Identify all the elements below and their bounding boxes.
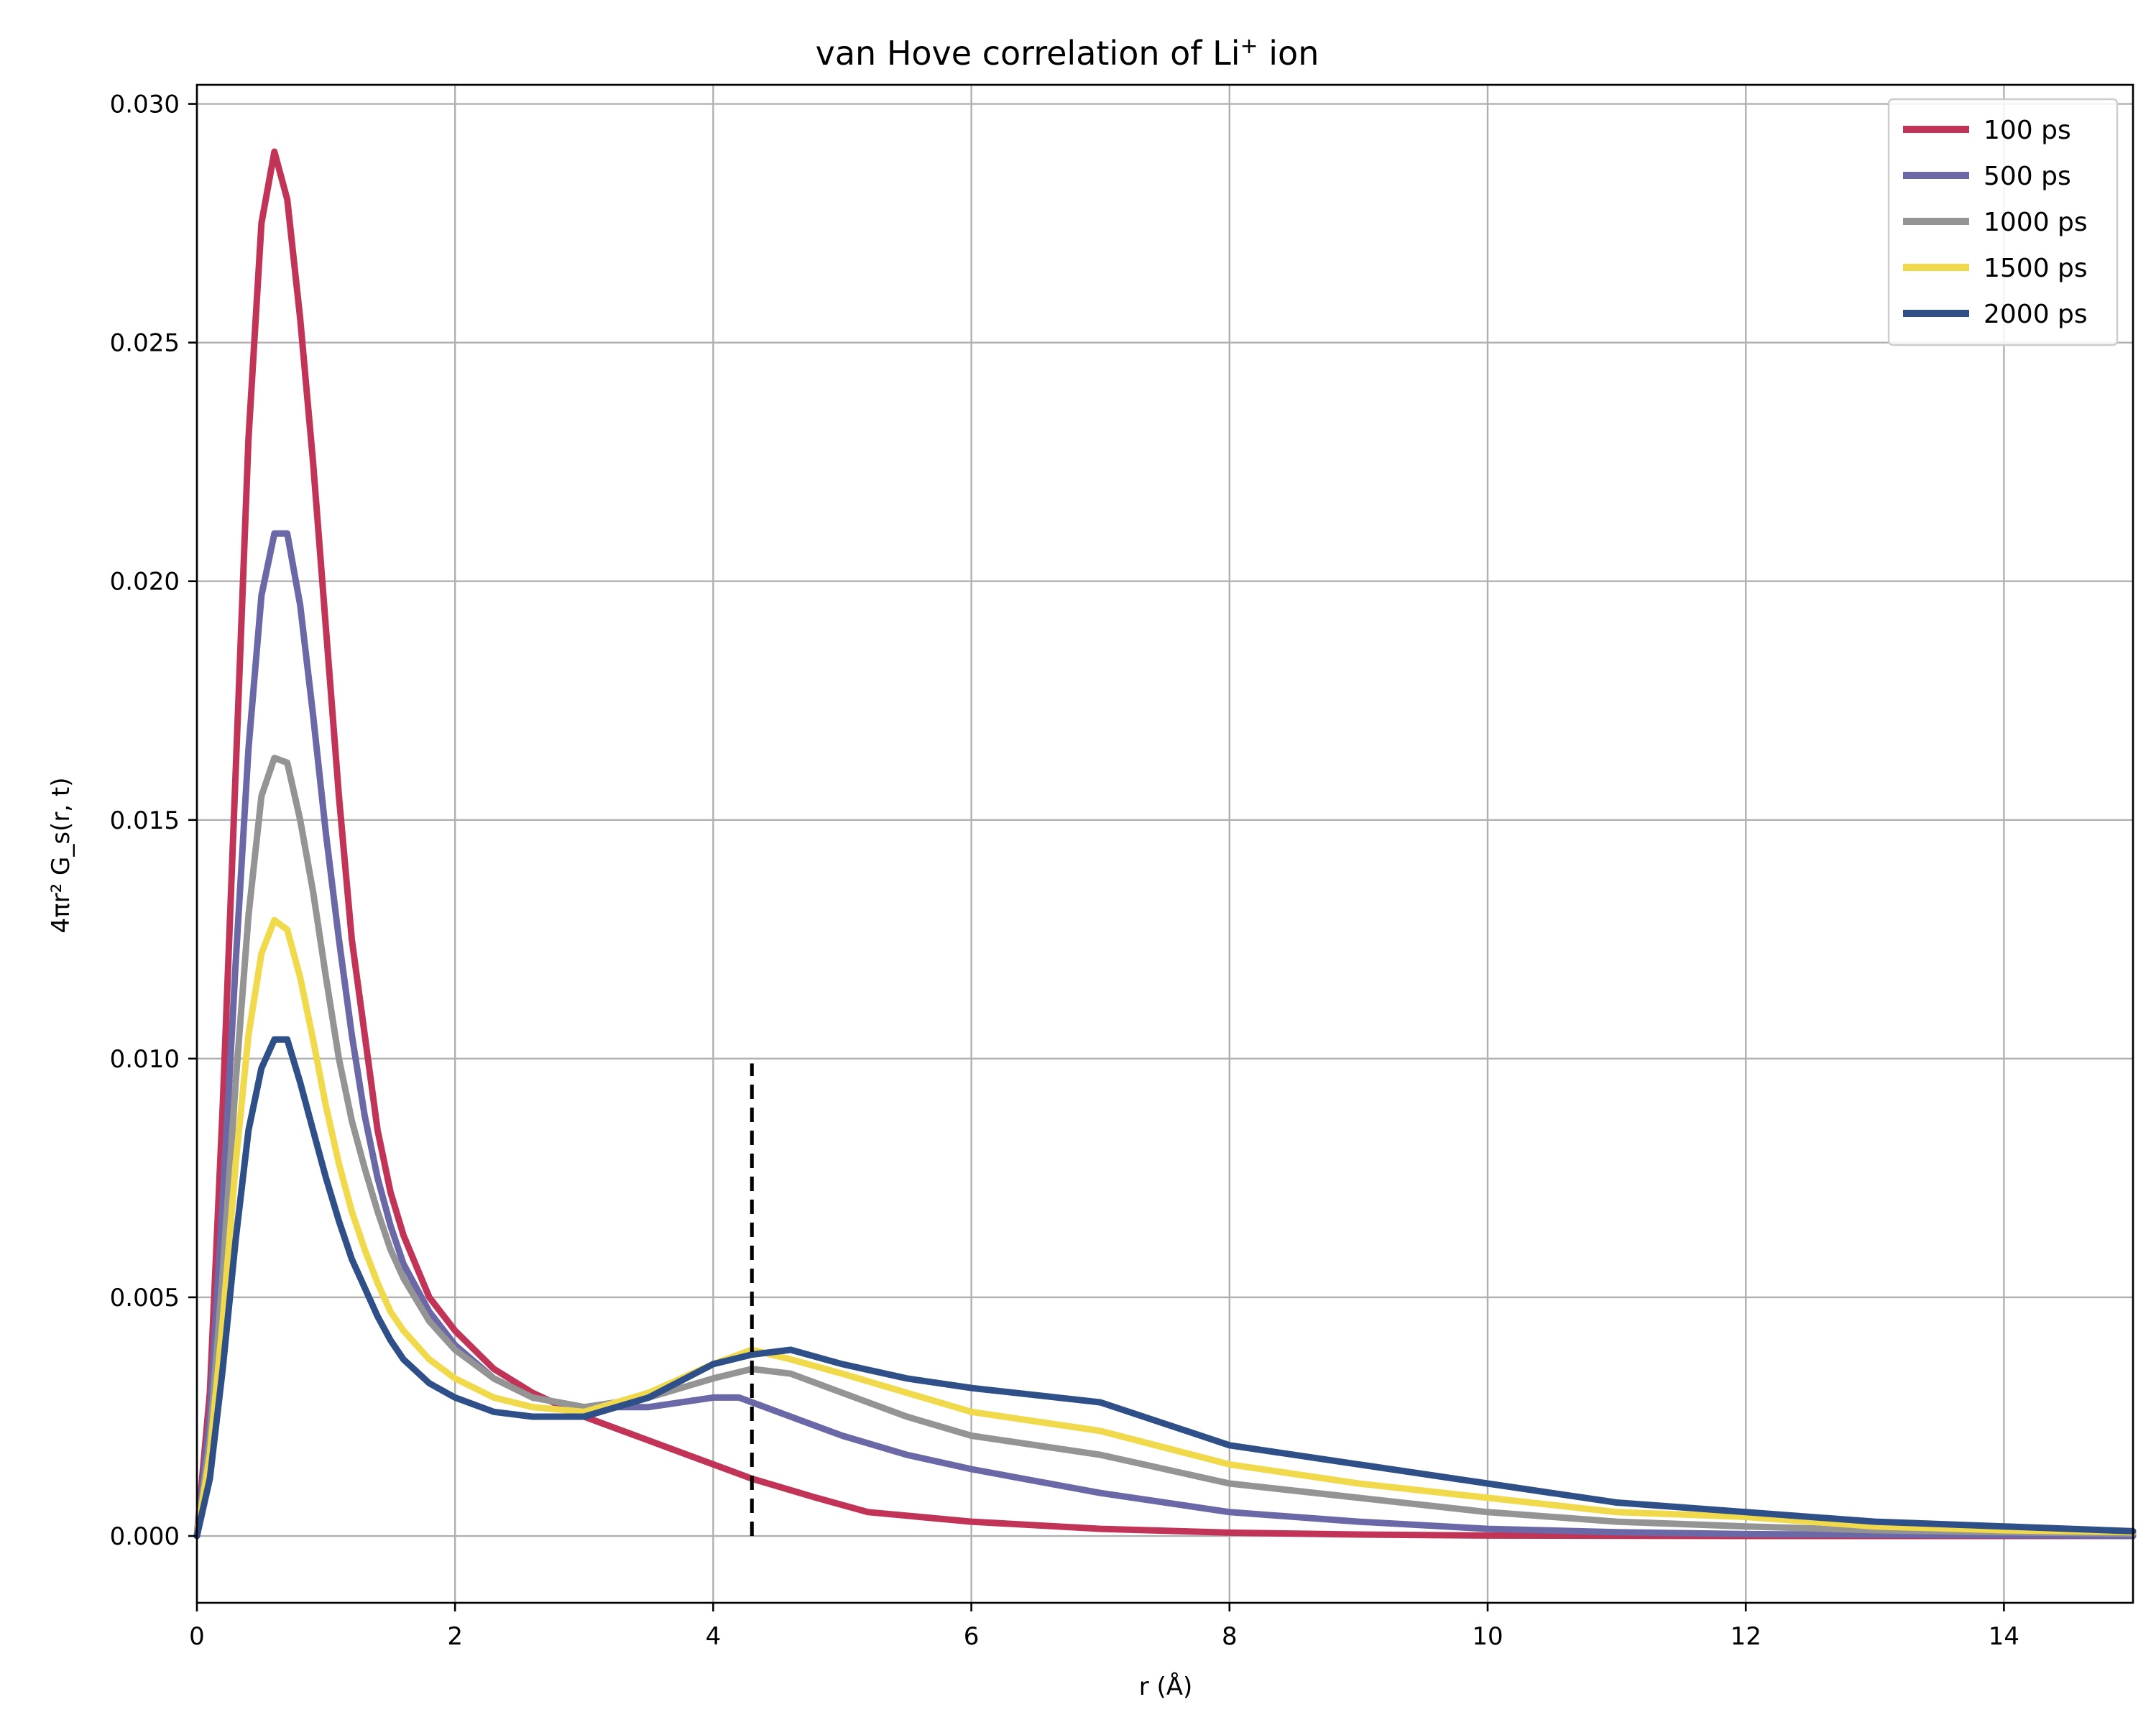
series-line-1500-ps	[193, 916, 2137, 1540]
y-tick-label: 0.025	[110, 329, 180, 358]
legend-label: 100 ps	[1984, 116, 2071, 145]
legend-box	[1887, 98, 2119, 346]
x-tick-label: 10	[1472, 1622, 1503, 1651]
x-tick-label: 8	[1222, 1622, 1238, 1651]
ticks: 0 2 4 6 8 10 12 14 0.000 0.005 0.010 0.015 0.020 0.02…	[110, 91, 2019, 1651]
series-line-1000-ps	[193, 755, 2137, 1540]
y-tick-label: 0.020	[110, 568, 180, 597]
plot-frame	[195, 83, 2134, 1604]
grid	[195, 85, 2133, 1603]
y-tick-label: 0.030	[110, 91, 180, 119]
legend-label: 2000 ps	[1984, 300, 2088, 329]
x-tick-label: 6	[964, 1622, 980, 1651]
y-axis-label: 4πr² G_s(r, t)	[47, 777, 75, 933]
y-tick-label: 0.005	[110, 1284, 180, 1312]
x-tick-label: 0	[189, 1622, 205, 1651]
y-tick-label: 0.015	[110, 806, 180, 835]
x-axis-label: r (Å)	[1139, 1672, 1193, 1701]
legend-label: 1000 ps	[1984, 208, 2088, 237]
x-tick-label: 12	[1731, 1622, 1761, 1651]
x-tick-label: 2	[447, 1622, 463, 1651]
legend: 100 ps 500 ps 1000 ps 1500 ps 2000 ps	[1887, 98, 2119, 346]
x-tick-label: 14	[1989, 1622, 2019, 1651]
title-suffix: ion	[1258, 34, 1319, 73]
title-superscript: +	[1240, 34, 1258, 59]
y-tick-label: 0.000	[110, 1522, 180, 1551]
series-layer	[193, 148, 2137, 1540]
chart-title: van Hove correlation of Li+ ion	[816, 34, 1319, 73]
series-line-2000-ps	[193, 1036, 2137, 1540]
legend-label: 1500 ps	[1984, 254, 2088, 283]
y-tick-label: 0.010	[110, 1045, 180, 1074]
x-tick-label: 4	[706, 1622, 722, 1651]
series-line-100-ps	[193, 148, 2137, 1540]
series-line-500-ps	[193, 530, 2137, 1540]
legend-label: 500 ps	[1984, 162, 2071, 191]
